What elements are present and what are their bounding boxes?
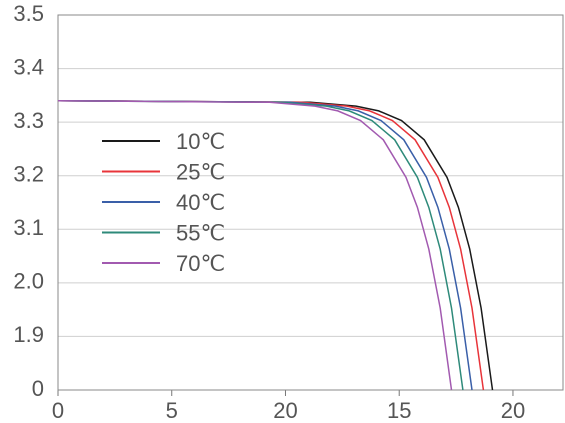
x-tick-label: 15 (387, 398, 411, 423)
y-tick-label: 0 (32, 376, 44, 401)
legend-label: 70℃ (176, 251, 225, 276)
x-tick-label: 20 (501, 398, 525, 423)
legend-label: 55℃ (176, 220, 225, 245)
y-tick-label: 3.2 (13, 162, 44, 187)
series-line (57, 99, 453, 391)
y-tick-label: 3.3 (13, 108, 44, 133)
y-tick-label: 1.9 (13, 322, 44, 347)
series-line (57, 99, 473, 391)
series-line (57, 99, 485, 391)
y-tick-label: 3.1 (13, 215, 44, 240)
legend-label: 25℃ (176, 159, 225, 184)
legend-label: 40℃ (176, 190, 225, 215)
x-tick-label: 20 (273, 398, 297, 423)
legend-label: 10℃ (176, 129, 225, 154)
series-line (57, 99, 494, 391)
y-tick-label: 3.5 (13, 1, 44, 26)
series-line (57, 99, 464, 391)
plot-frame (57, 14, 564, 391)
y-tick-label: 2.0 (13, 269, 44, 294)
x-tick-label: 0 (52, 398, 64, 423)
x-tick-label: 5 (166, 398, 178, 423)
y-tick-label: 3.4 (13, 54, 44, 79)
